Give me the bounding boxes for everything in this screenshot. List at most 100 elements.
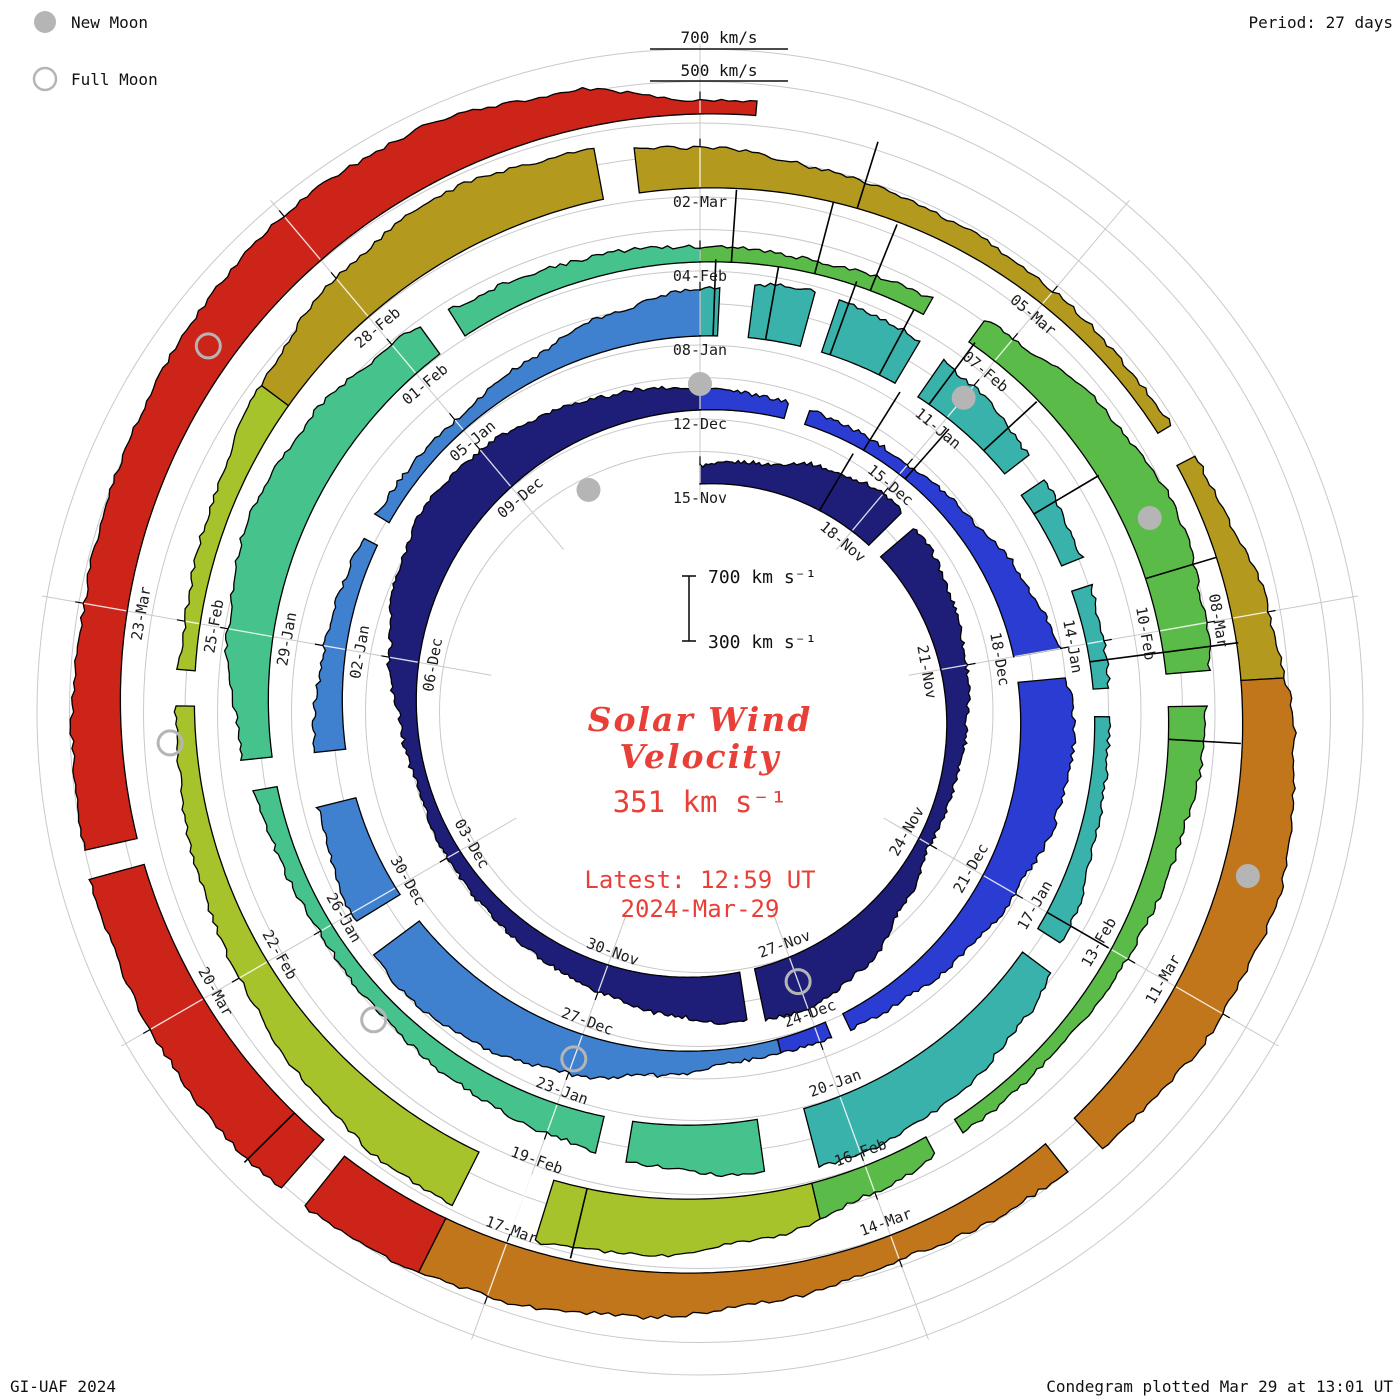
band-segment-15-Nov [753,528,971,1022]
day-mark-tick [314,643,323,647]
band-segment-08-Jan [699,286,721,337]
day-mark-white [185,620,200,625]
plotted-label: Condegram plotted Mar 29 at 13:01 UT [1046,1377,1393,1396]
day-mark-tick [1206,620,1216,624]
day-mark-white [1233,611,1267,619]
new-moon-marker [951,385,976,410]
day-mark-white [852,494,883,531]
day-mark-white [392,345,416,374]
day-mark-white [1175,986,1223,1014]
day-mark-white [509,1174,533,1234]
day-mark-tick [973,378,980,386]
new-moon-legend-label: New Moon [71,13,148,32]
day-mark-white [941,664,967,671]
current-velocity-value: 351 km s⁻¹ [613,785,788,819]
date-label: 15-Nov [673,489,727,507]
date-label: 04-Feb [673,267,727,285]
day-mark-tick [807,1009,812,1018]
grid-radial-line [908,595,1358,676]
day-mark-tick [882,487,889,495]
band-segment-04-Feb [967,320,1212,675]
velocity-scale-key: 700 km s⁻¹ 300 km s⁻¹ [682,567,816,653]
day-mark-tick [1222,1013,1231,1019]
day-mark-white [919,838,930,845]
date-label: 12-Dec [673,415,727,433]
band-segment-20-Jan [625,1118,766,1178]
day-mark-white [1111,949,1128,960]
latest-time-label: Latest: 12:59 UT [584,866,815,894]
day-mark-white [568,1035,583,1072]
day-mark-tick [386,338,393,346]
key-300-label: 300 km s⁻¹ [708,632,816,653]
velocity-spike [1145,556,1217,580]
velocity-spike [569,1188,588,1259]
band-segment-20-Jan [251,785,605,1154]
band-segment-17-Mar [69,86,758,852]
day-mark-tick [1051,285,1058,293]
velocity-spike [904,428,950,480]
new-moon-marker [688,372,712,396]
day-mark-tick [1127,958,1136,964]
band-segment-08-Jan [820,298,921,385]
day-mark-white [597,965,609,992]
center-annotations: 700 km s⁻¹ 300 km s⁻¹ Solar Wind Velocit… [584,567,816,923]
band-segment-04-Feb [953,705,1209,1134]
credit-label: GI-UAF 2024 [10,1377,116,1396]
velocity-spike [878,309,915,376]
band-segment-24-Dec [315,797,402,922]
band-segment-12-Dec [699,385,790,420]
day-mark-white [321,924,332,931]
day-mark-white [814,1027,821,1042]
day-mark-tick [344,912,352,918]
velocity-spike [818,453,854,511]
day-mark-tick [219,626,229,630]
day-mark-tick [565,1072,570,1081]
full-moon-legend-label: Full Moon [71,70,158,89]
band-segment-12-Dec [841,677,1077,1032]
band-segment-20-Jan [223,326,441,762]
day-mark-tick [330,272,337,279]
band-segment-24-Dec [311,537,379,754]
chart-title-line1: Solar Wind [588,700,813,739]
velocity-spike [928,342,976,405]
velocity-spike [869,224,898,291]
day-mark-tick [1103,638,1112,642]
band-segment-04-Feb [699,245,935,316]
day-mark-tick [1012,333,1019,340]
day-mark-tick [506,1233,511,1242]
top-velocity-scale: 700 km/s 500 km/s [650,28,788,82]
full-moon-marker [156,729,184,757]
day-mark-tick [819,1042,824,1051]
new-moon-marker [1137,506,1162,530]
velocity-spike [1046,911,1110,949]
day-mark-tick [474,442,481,450]
band-segment-08-Jan [916,358,1030,475]
day-mark-white [454,419,464,430]
day-mark-tick [313,930,322,936]
day-mark-tick [860,1153,864,1162]
day-mark-white [284,216,321,260]
day-mark-white [864,1166,876,1192]
band-segment-08-Jan [747,282,816,348]
day-mark-tick [906,458,913,466]
full-moon-marker [784,968,812,996]
band-segment-15-Nov [699,459,902,547]
day-mark-white [228,628,273,638]
velocity-spike [983,401,1038,452]
band-segment-16-Feb [173,705,480,1207]
day-mark-white [1160,622,1207,632]
day-mark-white [487,1243,508,1296]
day-mark-white [788,957,809,1009]
day-mark-tick [543,1131,548,1140]
day-mark-white [899,465,908,475]
moon-legend: New Moon Full Moon [32,11,158,92]
date-label: 02-Mar [673,193,727,211]
velocity-bands [69,86,1297,1320]
day-mark-white [323,645,346,651]
day-mark-tick [1267,609,1276,613]
day-mark-tick [439,857,448,863]
day-mark-tick [594,992,599,1001]
scale-700-label: 700 km/s [680,28,757,47]
date-label: 08-Jan [673,341,727,359]
day-mark-tick [142,1028,151,1035]
